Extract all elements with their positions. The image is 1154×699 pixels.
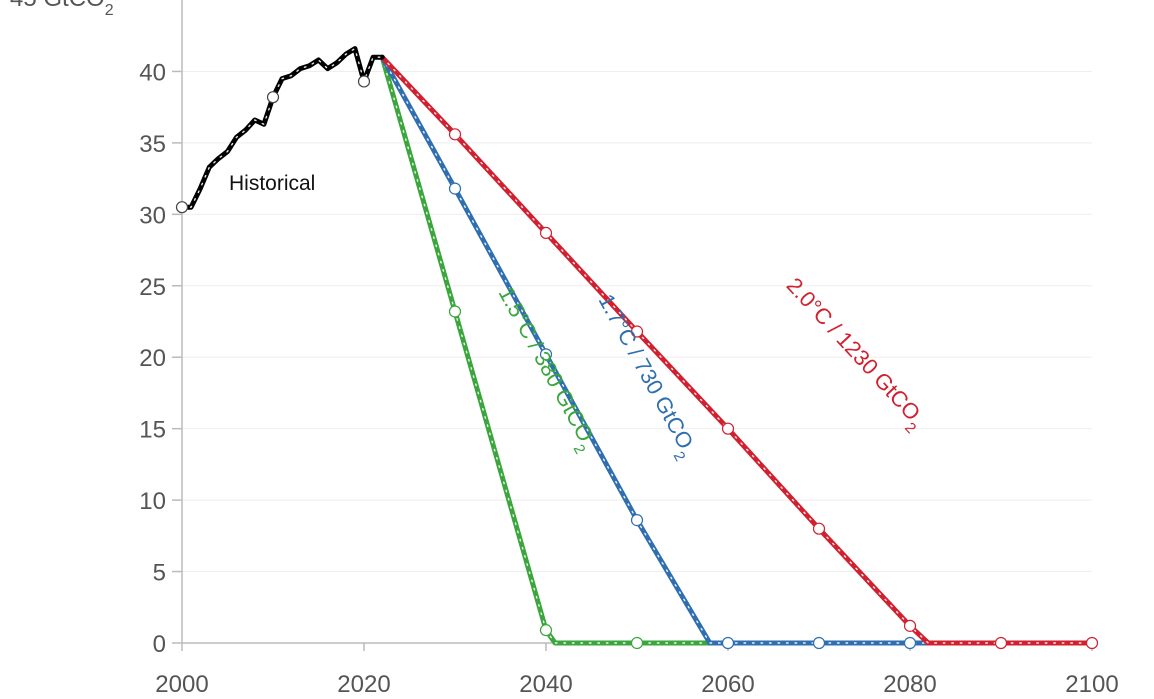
series-1-5c-line [379,54,1095,646]
series-2-0c-marker [539,226,553,240]
axis-layer: 0 5 10 15 20 25 30 35 40 2000 2020 2040 2060 2080 2100 [139,0,1119,698]
series-1-5c-line-dots [381,56,1093,644]
series-1-5c-marker [539,624,553,637]
x-tick-label: 2000 [155,671,208,698]
series-2-0c-marker [630,325,644,338]
series-layer [175,46,1099,650]
x-tick-label: 2080 [883,671,936,698]
y-tick-label: 35 [139,131,166,158]
series-2-0c-label: 2.0°C / 1230 GtCO2 [776,273,931,437]
series-2-0c-marker [994,636,1008,650]
x-tick-label: 2100 [1065,671,1118,698]
historical-marker [175,201,189,214]
series-2-0c-marker [903,619,917,632]
y-axis-label: 45 GtCO2 [10,0,114,19]
y-tick-label: 15 [139,417,166,444]
series-label-subscript: 2 [570,441,589,456]
series-2-0c-marker [812,522,826,535]
series-1-5c-marker [448,305,462,318]
historical-line-dots [181,47,383,208]
series-2-0c-marker [721,422,735,435]
grid-layer [182,70,1092,644]
y-tick-label: 30 [139,202,166,229]
y-tick-label: 10 [139,488,166,515]
series-1-7c-marker [812,636,826,650]
historical-marker [357,75,371,88]
series-2-0c-line [379,54,1095,646]
y-tick-label: 25 [139,274,166,301]
series-label-subscript: 2 [670,449,689,464]
x-tick-label: 2020 [337,671,390,698]
series-1-7c-marker [630,514,644,527]
historical-label: Historical [229,172,315,195]
series-1-5c-label: 1.5°C / 380 GtCO2 [487,283,603,457]
y-tick-label: 0 [153,631,166,658]
series-1-7c-marker [539,348,553,361]
y-axis-label-subscript: 2 [105,2,114,19]
series-1-7c-line [379,54,1095,646]
series-1-7c-line-dots [381,56,1093,644]
y-tick-label: 5 [153,560,166,587]
x-tick-label: 2040 [519,671,572,698]
series-2-0c-marker [1085,636,1099,650]
historical-marker [266,91,280,104]
series-2-0c-marker [448,128,462,141]
series-1-7c-label: 1.7°C / 730 GtCO2 [587,290,703,464]
y-tick-label: 20 [139,345,166,372]
x-tick-label: 2060 [701,671,754,698]
series-label-subscript: 2 [902,419,920,437]
y-tick-label: 40 [139,59,166,86]
series-2-0c-line-dots [381,56,1093,644]
series-1-7c-marker [903,636,917,650]
series-1-7c-marker [721,636,735,650]
series-1-5c-marker [630,636,644,650]
series-1-7c-marker [448,182,462,195]
